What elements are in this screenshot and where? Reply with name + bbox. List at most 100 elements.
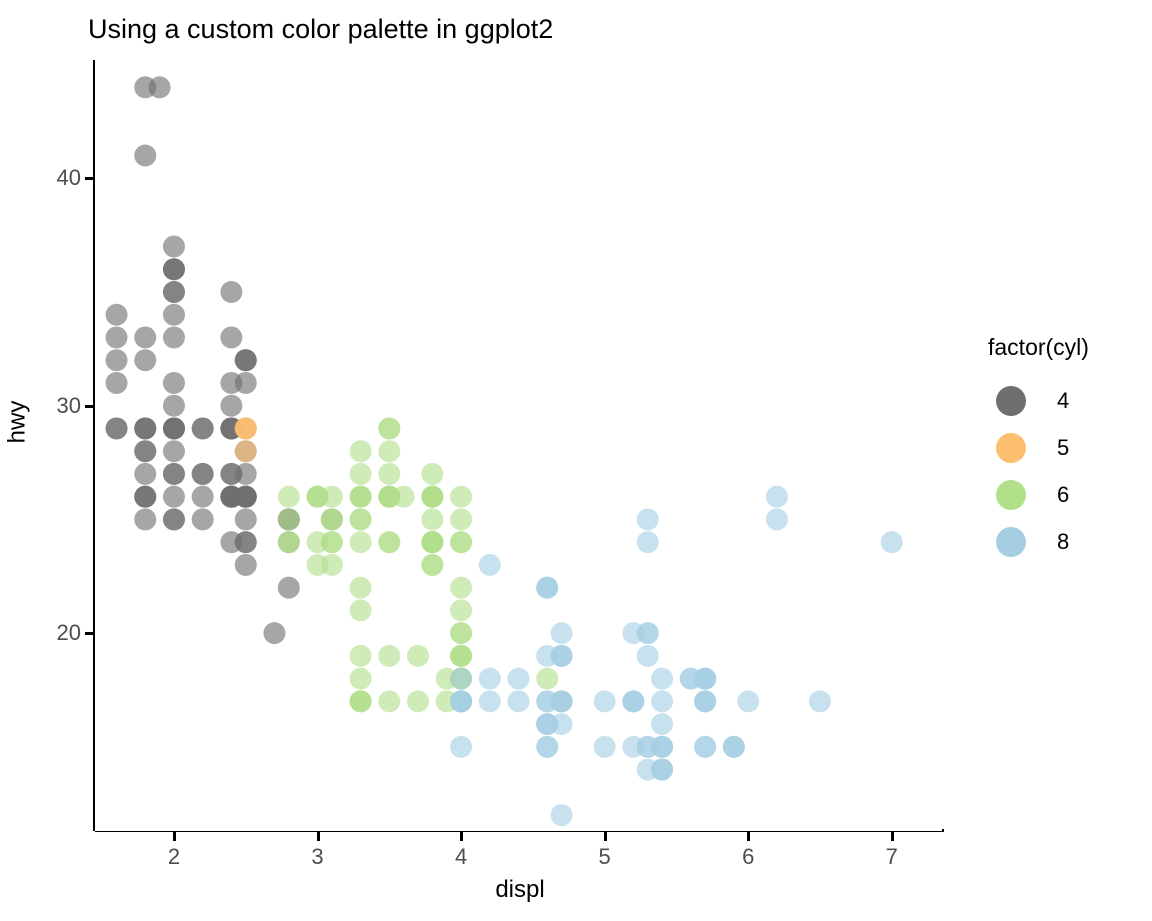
data-point (134, 440, 157, 463)
data-point (450, 622, 473, 645)
data-point (162, 371, 185, 394)
legend-label: 4 (1057, 387, 1070, 413)
data-point (349, 576, 372, 599)
data-point (220, 485, 243, 508)
series-group-5 (234, 417, 257, 463)
data-point (220, 531, 243, 554)
y-tick-label: 30 (56, 392, 81, 418)
data-point (220, 394, 243, 417)
data-point (651, 667, 674, 690)
data-point (134, 462, 157, 485)
data-point (550, 622, 573, 645)
data-point (234, 349, 257, 372)
y-tick-mark (85, 404, 94, 408)
legend-item-8[interactable]: 8 (988, 518, 1089, 565)
data-point (349, 485, 372, 508)
legend-item-6[interactable]: 6 (988, 471, 1089, 518)
legend-label: 8 (1057, 528, 1070, 554)
data-point (162, 280, 185, 303)
plot-panel (95, 60, 942, 831)
data-point (105, 371, 128, 394)
data-point (105, 303, 128, 326)
data-point (162, 440, 185, 463)
data-point (450, 508, 473, 531)
x-axis-title: displ (495, 876, 545, 903)
data-point (349, 440, 372, 463)
x-tick-mark (890, 832, 894, 841)
data-point (636, 758, 659, 781)
data-point (162, 258, 185, 281)
data-point (191, 417, 214, 440)
y-tick-label: 40 (56, 165, 81, 191)
data-point (450, 576, 473, 599)
data-point (162, 303, 185, 326)
data-point (378, 690, 401, 713)
data-point (737, 690, 760, 713)
legend-label: 6 (1057, 481, 1070, 507)
data-point (349, 690, 372, 713)
data-point (765, 485, 788, 508)
data-point (134, 349, 157, 372)
series-group-4 (105, 76, 343, 645)
data-point (593, 690, 616, 713)
data-point (450, 531, 473, 554)
data-point (421, 553, 444, 576)
x-tick-label: 7 (885, 844, 898, 869)
data-point (622, 622, 645, 645)
legend-key-swatch (996, 526, 1026, 557)
legend-item-4[interactable]: 4 (988, 377, 1089, 424)
data-point (407, 690, 430, 713)
data-point (765, 508, 788, 531)
data-point (134, 417, 157, 440)
data-point (349, 508, 372, 531)
data-point (162, 417, 185, 440)
data-point (105, 417, 128, 440)
data-point (450, 667, 473, 690)
y-tick-mark (85, 177, 94, 181)
legend-label: 5 (1057, 434, 1070, 460)
data-point (306, 553, 329, 576)
data-point (277, 485, 300, 508)
x-tick-label: 4 (454, 844, 468, 869)
data-point (277, 576, 300, 599)
data-point (478, 690, 501, 713)
data-point (134, 508, 157, 531)
data-point (450, 644, 473, 667)
data-point (880, 531, 903, 554)
data-point (536, 735, 559, 758)
data-point (622, 690, 645, 713)
data-point (536, 576, 559, 599)
data-point (234, 508, 257, 531)
data-point (450, 735, 473, 758)
data-point (378, 440, 401, 463)
data-point (349, 531, 372, 554)
data-point (134, 326, 157, 349)
data-point (694, 735, 717, 758)
data-point (191, 462, 214, 485)
data-point (450, 485, 473, 508)
data-point (536, 713, 559, 736)
legend-item-5[interactable]: 5 (988, 424, 1089, 471)
y-tick-mark (85, 632, 94, 636)
data-point (450, 599, 473, 622)
data-point (105, 326, 128, 349)
data-point (808, 690, 831, 713)
data-point (392, 485, 415, 508)
data-point (550, 690, 573, 713)
x-tick-label: 5 (598, 844, 611, 869)
y-axis-line (93, 60, 96, 831)
data-point (421, 508, 444, 531)
data-point (162, 462, 185, 485)
series-group-6 (277, 417, 573, 713)
data-point (277, 531, 300, 554)
data-point (378, 644, 401, 667)
y-tick-label: 20 (56, 620, 81, 646)
data-point (162, 508, 185, 531)
page-title: Using a custom color palette in ggplot2 (88, 14, 554, 44)
data-point (162, 326, 185, 349)
x-tick-label: 3 (311, 844, 324, 869)
data-points-layer (105, 76, 903, 827)
data-point (349, 644, 372, 667)
data-point (550, 804, 573, 827)
data-point (694, 667, 717, 690)
